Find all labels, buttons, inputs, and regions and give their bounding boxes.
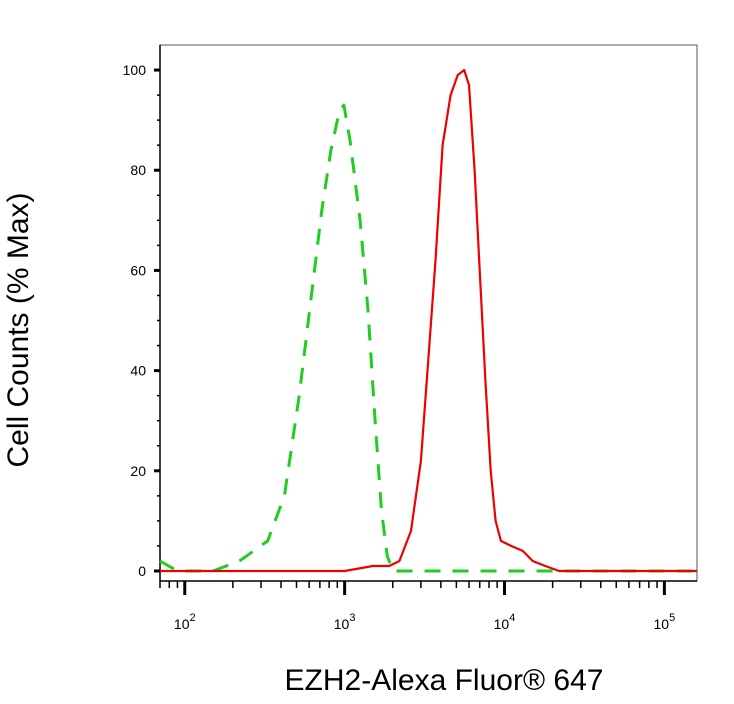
x-tick-label: 103	[334, 612, 356, 632]
y-tick-label: 0	[138, 563, 146, 579]
y-tick-label: 100	[123, 62, 147, 78]
y-tick-label: 40	[130, 363, 146, 379]
y-tick-label: 20	[130, 463, 146, 479]
series-line-2	[160, 68, 697, 573]
x-tick-label: 105	[654, 612, 676, 632]
x-ticks: 102 103 104 105	[159, 581, 676, 632]
x-tick-label: 102	[174, 612, 196, 632]
x-axis-label: EZH2-Alexa Fluor® 647	[285, 664, 604, 697]
plot-frame	[159, 44, 698, 582]
x-tick-label: 104	[494, 612, 516, 632]
y-tick-label: 60	[130, 262, 146, 278]
y-axis-label: Cell Counts (% Max)	[2, 192, 35, 467]
y-tick-label: 80	[130, 162, 146, 178]
series-line-1	[159, 103, 697, 573]
y-ticks: 0 20 40 60 80 100	[123, 62, 160, 579]
series-layer	[159, 68, 697, 573]
